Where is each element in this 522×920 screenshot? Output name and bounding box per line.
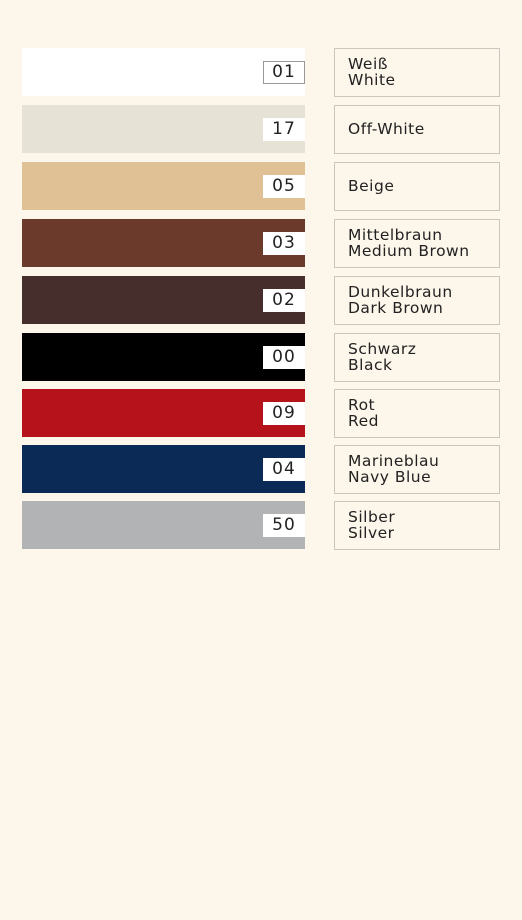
color-name-line: Medium Brown (348, 241, 470, 260)
color-code: 00 (263, 346, 305, 369)
color-swatch: 09 (22, 389, 305, 437)
color-swatch: 03 (22, 219, 305, 267)
color-name-line: Off-White (348, 119, 425, 138)
color-name: Rot Red (334, 389, 500, 438)
color-swatch: 00 (22, 333, 305, 381)
color-swatch: 50 (22, 501, 305, 549)
color-swatch: 02 (22, 276, 305, 324)
color-name: Mittelbraun Medium Brown (334, 219, 500, 268)
color-name: Schwarz Black (334, 333, 500, 382)
color-swatch: 01 (22, 48, 305, 96)
color-name-line: Dunkelbraun (348, 283, 453, 301)
color-name-line: Silver (348, 523, 395, 542)
color-code: 05 (263, 175, 305, 198)
color-name-line: Marineblau (348, 452, 440, 470)
color-name-line: White (348, 70, 396, 89)
color-code: 09 (263, 402, 305, 425)
color-name-line: Navy Blue (348, 467, 432, 486)
color-name: Beige (334, 162, 500, 211)
color-name-line: Red (348, 411, 379, 430)
color-code: 03 (263, 232, 305, 255)
color-swatch: 17 (22, 105, 305, 153)
color-code: 01 (263, 61, 305, 84)
color-name-line: Black (348, 355, 393, 374)
color-name: Off-White (334, 105, 500, 154)
color-name: Marineblau Navy Blue (334, 445, 500, 494)
color-code: 04 (263, 458, 305, 481)
color-name-line: Rot (348, 396, 376, 414)
color-name: Silber Silver (334, 501, 500, 550)
color-name-line: Mittelbraun (348, 226, 443, 244)
color-name-line: Schwarz (348, 340, 417, 358)
color-name-line: Dark Brown (348, 298, 444, 317)
color-code: 02 (263, 289, 305, 312)
color-name-line: Weiß (348, 55, 389, 73)
color-name: Dunkelbraun Dark Brown (334, 276, 500, 325)
color-name-line: Beige (348, 176, 395, 195)
color-swatch: 05 (22, 162, 305, 210)
color-name-line: Silber (348, 508, 396, 526)
color-swatch: 04 (22, 445, 305, 493)
color-code: 17 (263, 118, 305, 141)
color-code: 50 (263, 514, 305, 537)
color-name: Weiß White (334, 48, 500, 97)
